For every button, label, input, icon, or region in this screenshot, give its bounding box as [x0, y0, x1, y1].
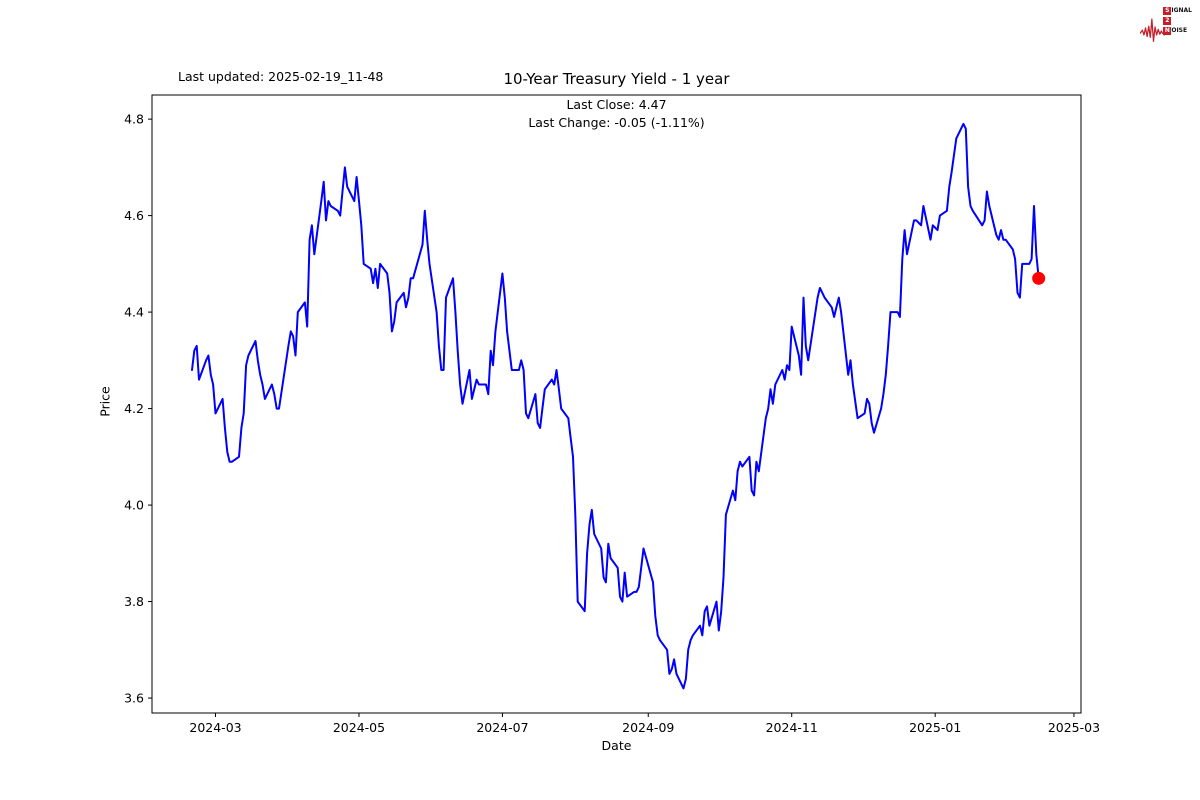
chart-title: 10-Year Treasury Yield - 1 year [503, 70, 730, 88]
y-tick-label: 4.6 [124, 208, 144, 223]
x-tick-label: 2025-01 [909, 720, 961, 735]
logo-text-ignal: IGNAL [1171, 7, 1192, 14]
logo-letter-box-s: S [1163, 7, 1172, 15]
y-tick-label: 4.2 [124, 401, 144, 416]
logo-letter-box-n: N [1163, 27, 1172, 35]
y-tick-label: 3.6 [124, 691, 144, 706]
x-tick-label: 2024-05 [333, 720, 385, 735]
logo-letter-box-2: 2 [1163, 17, 1172, 25]
last-close-annotation: Last Close: 4.47 [566, 97, 667, 112]
x-tick-label: 2025-03 [1048, 720, 1100, 735]
last-close-marker [1032, 271, 1046, 285]
logo-row-signal: S IGNAL [1163, 7, 1192, 15]
price-line [191, 122, 1040, 690]
plot-border [151, 94, 1082, 714]
logo-row-2: 2 [1163, 17, 1192, 25]
last-updated-text: Last updated: 2025-02-19_11-48 [178, 69, 384, 84]
y-tick-label: 4.4 [124, 305, 144, 320]
logo-row-noise: N OISE [1163, 27, 1192, 35]
x-tick-label: 2024-09 [622, 720, 674, 735]
x-tick-label: 2024-07 [476, 720, 528, 735]
x-tick-label: 2024-03 [189, 720, 241, 735]
logo-text-oise: OISE [1171, 27, 1188, 34]
y-tick-label: 4.0 [124, 498, 144, 513]
y-tick-label: 3.8 [124, 594, 144, 609]
y-tick-label: 4.8 [124, 112, 144, 127]
heartbeat-waveform-icon [1140, 18, 1166, 42]
last-change-annotation: Last Change: -0.05 (-1.11%) [528, 115, 705, 130]
logo-wordmark: S IGNAL 2 N OISE [1163, 7, 1192, 35]
x-tick-label: 2024-11 [766, 720, 818, 735]
x-axis-label: Date [601, 738, 632, 753]
signal2noise-logo: S IGNAL 2 N OISE [1140, 4, 1192, 48]
